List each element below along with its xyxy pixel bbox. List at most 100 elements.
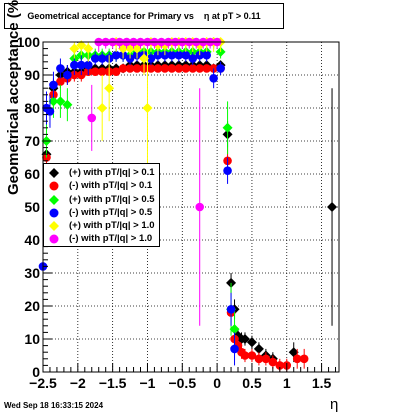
legend-entry: (+) with pT/|q| > 1.0 xyxy=(44,219,159,232)
data-point xyxy=(229,324,240,335)
data-point xyxy=(216,64,225,73)
data-point xyxy=(174,64,184,73)
data-point xyxy=(118,64,128,73)
data-point xyxy=(202,50,211,60)
data-point xyxy=(299,354,309,364)
x-tick-label: 1.5 xyxy=(312,375,332,391)
data-point xyxy=(63,70,72,80)
data-point xyxy=(261,354,271,364)
data-point xyxy=(87,113,97,123)
legend-entry: (+) with pT/|q| > 0.1 xyxy=(44,166,159,179)
y-tick-label: 20 xyxy=(24,298,40,314)
y-tick-label: 60 xyxy=(24,166,40,182)
data-point xyxy=(181,64,191,73)
data-point xyxy=(49,80,58,90)
data-point xyxy=(138,53,149,64)
data-point xyxy=(240,351,250,360)
data-point xyxy=(77,60,86,70)
legend-label: (+) with pT/|q| > 0.5 xyxy=(69,194,155,205)
data-point xyxy=(268,357,278,367)
y-tick-label: 10 xyxy=(24,331,40,347)
data-point xyxy=(62,99,73,110)
data-point xyxy=(146,64,156,73)
data-point xyxy=(195,202,205,212)
legend-label: (-) with pT/|q| > 0.5 xyxy=(69,207,153,218)
data-point xyxy=(97,54,107,63)
data-point xyxy=(48,96,59,107)
data-point xyxy=(125,64,135,73)
axis-ticks: −2.5 −2 −1.5 −1 −0.5 0 0.5 1 1.5 0 10 20 30 40 50 60 70 8… xyxy=(17,34,337,391)
y-tick-label: 40 xyxy=(24,232,40,248)
data-point xyxy=(45,107,55,116)
data-point xyxy=(55,96,66,107)
data-point xyxy=(223,166,232,175)
circle-marker-icon xyxy=(49,234,59,244)
x-tick-label: 0.5 xyxy=(242,375,262,391)
data-point xyxy=(209,74,218,83)
y-tick-label: 0 xyxy=(32,364,40,380)
data-point xyxy=(239,334,250,344)
x-tick-label: −0.5 xyxy=(168,375,196,391)
diamond-marker-icon xyxy=(49,168,59,178)
data-point xyxy=(97,103,108,113)
data-point xyxy=(247,351,257,360)
data-point xyxy=(56,77,65,86)
diamond-marker-icon xyxy=(49,221,59,231)
x-tick-label: −2.5 xyxy=(29,375,57,391)
y-tick-label: 30 xyxy=(24,265,40,281)
diamond-marker-icon xyxy=(49,195,59,205)
data-point xyxy=(104,83,115,94)
data-point xyxy=(69,43,80,54)
data-point xyxy=(209,64,218,73)
legend-entry: (-) with pT/|q| > 0.5 xyxy=(44,206,159,219)
data-point xyxy=(97,67,107,76)
data-point xyxy=(56,64,65,73)
legend-entry: (-) with pT/|q| > 1.0 xyxy=(44,232,159,245)
data-point xyxy=(132,64,142,73)
datestamp: Wed Sep 18 16:33:15 2024 xyxy=(4,401,104,410)
data-point xyxy=(111,67,121,76)
data-point xyxy=(275,361,285,370)
legend-label: (+) with pT/|q| > 0.1 xyxy=(69,167,155,178)
data-point xyxy=(76,40,87,51)
x-tick-label: −1 xyxy=(139,375,155,391)
data-point xyxy=(292,354,302,364)
y-axis-label: Geometrical acceptance (%) xyxy=(5,0,22,195)
data-point xyxy=(83,60,93,70)
data-point xyxy=(253,343,264,354)
legend-entry: (+) with pT/|q| > 0.5 xyxy=(44,193,159,206)
circle-marker-icon xyxy=(49,181,59,191)
legend-label: (-) with pT/|q| > 1.0 xyxy=(69,233,153,244)
data-point xyxy=(188,54,198,63)
y-tick-label: 70 xyxy=(24,133,40,149)
x-tick-label: 0 xyxy=(213,375,221,391)
y-tick-label: 80 xyxy=(24,100,40,116)
data-point xyxy=(167,64,177,73)
data-points xyxy=(38,37,338,372)
y-tick-label: 100 xyxy=(17,34,41,50)
x-tick-label: −1.5 xyxy=(99,375,127,391)
legend-label: (+) with pT/|q| > 1.0 xyxy=(69,220,155,231)
data-point xyxy=(327,202,338,212)
data-point xyxy=(188,64,198,73)
data-point xyxy=(142,103,153,113)
y-tick-label: 50 xyxy=(24,199,40,215)
data-point xyxy=(160,64,170,73)
y-tick-label: 90 xyxy=(24,67,40,83)
legend: (+) with pT/|q| > 0.1 (-) with pT/|q| > … xyxy=(43,163,160,247)
data-point xyxy=(174,50,184,60)
data-point xyxy=(146,54,156,63)
x-tick-label: −2 xyxy=(70,375,86,391)
circle-marker-icon xyxy=(49,208,59,218)
data-point xyxy=(181,50,191,60)
data-point xyxy=(226,305,236,314)
x-axis-label: η xyxy=(330,396,339,413)
data-point xyxy=(90,54,100,63)
data-point xyxy=(246,337,257,348)
data-point xyxy=(153,64,163,73)
x-tick-label: 1 xyxy=(283,375,291,391)
data-point xyxy=(111,50,121,60)
data-point xyxy=(254,354,264,364)
data-point xyxy=(90,67,100,76)
